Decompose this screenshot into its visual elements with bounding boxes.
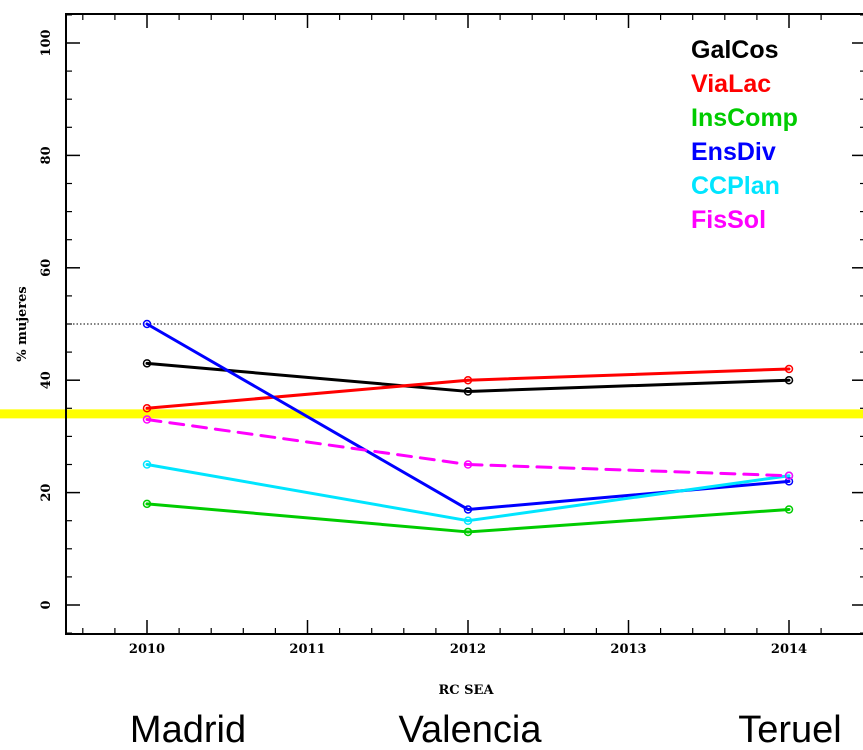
y-tick-label: 40 [39, 371, 54, 389]
data-point-ccplan [463, 516, 473, 525]
reference-lines [0, 323, 863, 419]
series-line-ensdiv [145, 322, 470, 511]
legend-entry-inscomp: InsComp [691, 104, 798, 132]
y-tick-labels: 0 20 40 60 80 100 [39, 29, 54, 609]
series-galcos [142, 359, 794, 396]
data-point-ensdiv [463, 505, 473, 514]
x-tick-labels: 2010 2011 2012 2013 2014 [129, 642, 807, 657]
series-line-inscomp [466, 507, 791, 534]
series-line-galcos [466, 378, 791, 393]
series-line-vialac [145, 378, 470, 410]
series-line-ccplan [466, 474, 791, 523]
y-tick-label: 0 [39, 600, 54, 609]
series-inscomp [142, 499, 794, 537]
data-point-vialac [142, 404, 152, 413]
city-label-teruel: Teruel [738, 709, 842, 750]
legend-entry-ensdiv: EnsDiv [691, 138, 776, 166]
x-tick-label: 2011 [289, 642, 325, 657]
data-point-vialac [463, 375, 473, 385]
data-point-fissol [463, 460, 473, 469]
data-point-inscomp [463, 527, 473, 537]
x-tick-label: 2012 [450, 642, 486, 657]
x-tick-label: 2014 [771, 642, 807, 657]
legend-entry-galcos: GalCos [691, 36, 779, 64]
data-point-ensdiv [784, 477, 794, 486]
city-labels: Madrid Valencia Teruel [130, 709, 842, 750]
data-point-galcos [142, 359, 152, 368]
y-tick-label: 80 [39, 146, 54, 164]
data-point-galcos [463, 387, 473, 396]
legend-entry-vialac: ViaLac [691, 70, 771, 98]
city-label-valencia: Valencia [399, 709, 543, 750]
series-line-fissol [145, 418, 470, 466]
data-point-inscomp [784, 505, 794, 514]
data-point-ccplan [142, 460, 152, 469]
series-line-galcos [145, 361, 470, 393]
x-tick-label: 2010 [129, 642, 165, 657]
y-tick-label: 100 [39, 29, 54, 56]
data-point-vialac [784, 364, 794, 374]
data-point-ensdiv [142, 319, 152, 329]
series-line-fissol [466, 463, 791, 478]
axis-ticks [66, 14, 863, 634]
legend-entry-fissol: FisSol [691, 206, 766, 234]
y-tick-label: 60 [39, 259, 54, 277]
series-vialac [142, 364, 794, 413]
data-point-fissol [784, 471, 794, 480]
series-layer [142, 319, 794, 537]
data-point-fissol [142, 415, 152, 424]
series-line-ccplan [145, 463, 470, 523]
city-label-madrid: Madrid [130, 709, 246, 750]
series-line-ensdiv [466, 479, 791, 511]
data-point-inscomp [142, 499, 152, 509]
series-ensdiv [142, 319, 794, 514]
series-fissol [142, 415, 794, 480]
x-tick-label: 2013 [610, 642, 646, 657]
series-line-vialac [466, 367, 791, 382]
legend: GalCos ViaLac InsComp EnsDiv CCPlan FisSol [691, 36, 798, 234]
x-axis-title: RC SEA [438, 683, 494, 698]
y-axis-title: % mujeres [15, 286, 30, 362]
data-point-galcos [784, 375, 794, 385]
y-tick-label: 20 [39, 484, 54, 502]
series-line-inscomp [145, 502, 470, 534]
legend-entry-ccplan: CCPlan [691, 172, 780, 200]
